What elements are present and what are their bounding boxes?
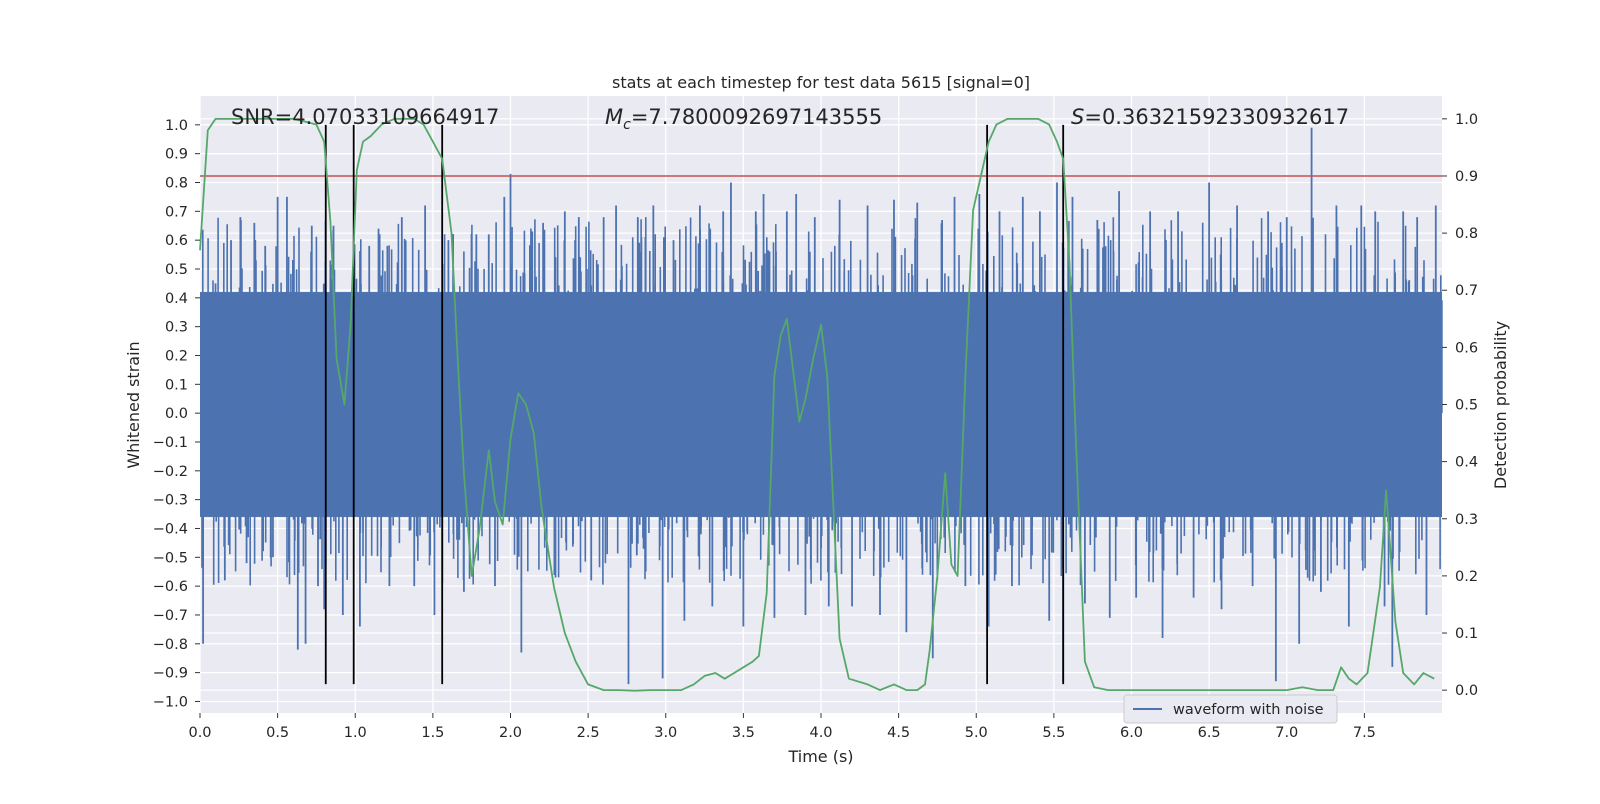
y-tick-label: 0.0	[165, 406, 188, 422]
y-tick-label: −0.9	[153, 666, 188, 682]
y-tick-label: −0.5	[153, 550, 188, 566]
x-axis-label: Time (s)	[787, 747, 853, 766]
y-tick-label: −0.3	[153, 493, 188, 509]
waveform-noise	[201, 217, 1443, 586]
y-tick-label: 0.5	[165, 262, 188, 278]
y2-tick-label: 0.9	[1455, 169, 1478, 185]
y-tick-label: −0.7	[153, 608, 188, 624]
y-tick-label: −0.2	[153, 464, 188, 480]
y-tick-label: 0.8	[165, 175, 188, 191]
y-tick-label: −1.0	[153, 694, 188, 710]
legend-box	[1123, 694, 1338, 724]
y-tick-label: 0.1	[165, 377, 188, 393]
y2-tick-label: 0.5	[1455, 398, 1478, 414]
probability-line	[199, 118, 1435, 692]
y-axis-label: Whitened strain	[124, 341, 143, 468]
x-tick-label: 4.5	[887, 725, 910, 741]
x-tick-label: 7.5	[1353, 725, 1376, 741]
probability-series	[199, 118, 1435, 692]
y-tick-label: −0.4	[153, 521, 188, 537]
snr-annotation: SNR=4.07033109664917	[231, 105, 499, 129]
y-tick-label: −0.1	[153, 435, 188, 451]
y2-axis-label: Detection probability	[1491, 321, 1510, 489]
y2-tick-label: 0.3	[1455, 512, 1478, 528]
tick-labels: 0.0 0.5 1.0 1.5 2.0 2.5 3.0 3.5 4.0 4.5 5.0 5.5 6.0 6…	[153, 112, 1478, 741]
y2-tick-label: 0.7	[1455, 283, 1478, 299]
x-tick-label: 2.0	[499, 725, 522, 741]
y-tick-label: 1.0	[165, 118, 188, 134]
legend: waveform with noise	[1123, 694, 1338, 724]
y2-tick-label: 0.6	[1455, 340, 1478, 356]
x-tick-label: 5.5	[1042, 725, 1065, 741]
y-tick-label: 0.6	[165, 233, 188, 249]
y-tick-label: 0.4	[165, 291, 188, 307]
x-tick-label: 1.5	[421, 725, 444, 741]
y-tick-label: −0.8	[153, 637, 188, 653]
x-tick-label: 0.0	[188, 725, 211, 741]
detection-lines	[324, 124, 1065, 685]
x-tick-label: 2.5	[577, 725, 600, 741]
y2-tick-label: 0.2	[1455, 569, 1478, 585]
x-tick-label: 6.5	[1198, 725, 1221, 741]
y2-tick-label: 1.0	[1455, 112, 1478, 128]
legend-label-waveform: waveform with noise	[1173, 702, 1324, 718]
x-tick-label: 3.0	[654, 725, 677, 741]
x-tick-label: 1.0	[344, 725, 367, 741]
y-tick-label: 0.3	[165, 320, 188, 336]
y2-tick-label: 0.1	[1455, 626, 1478, 642]
x-tick-label: 7.0	[1275, 725, 1298, 741]
y2-tick-label: 0.0	[1455, 683, 1478, 699]
x-tick-label: 4.0	[809, 725, 832, 741]
chart-title: stats at each timestep for test data 561…	[612, 73, 1030, 92]
y2-tick-label: 0.4	[1455, 455, 1478, 471]
x-tick-label: 0.5	[266, 725, 289, 741]
x-tick-label: 6.0	[1120, 725, 1143, 741]
y2-tick-label: 0.8	[1455, 226, 1478, 242]
chirp-mass-annotation: Mc=7.7800092697143555	[605, 105, 882, 133]
y-tick-label: −0.6	[153, 579, 188, 595]
y-tick-label: 0.2	[165, 348, 188, 364]
y-tick-label: 0.7	[165, 204, 188, 220]
x-tick-label: 5.0	[965, 725, 988, 741]
y-tick-label: 0.9	[165, 147, 188, 163]
s-annotation: S=0.36321592330932617	[1071, 105, 1349, 129]
x-tick-label: 3.5	[732, 725, 755, 741]
